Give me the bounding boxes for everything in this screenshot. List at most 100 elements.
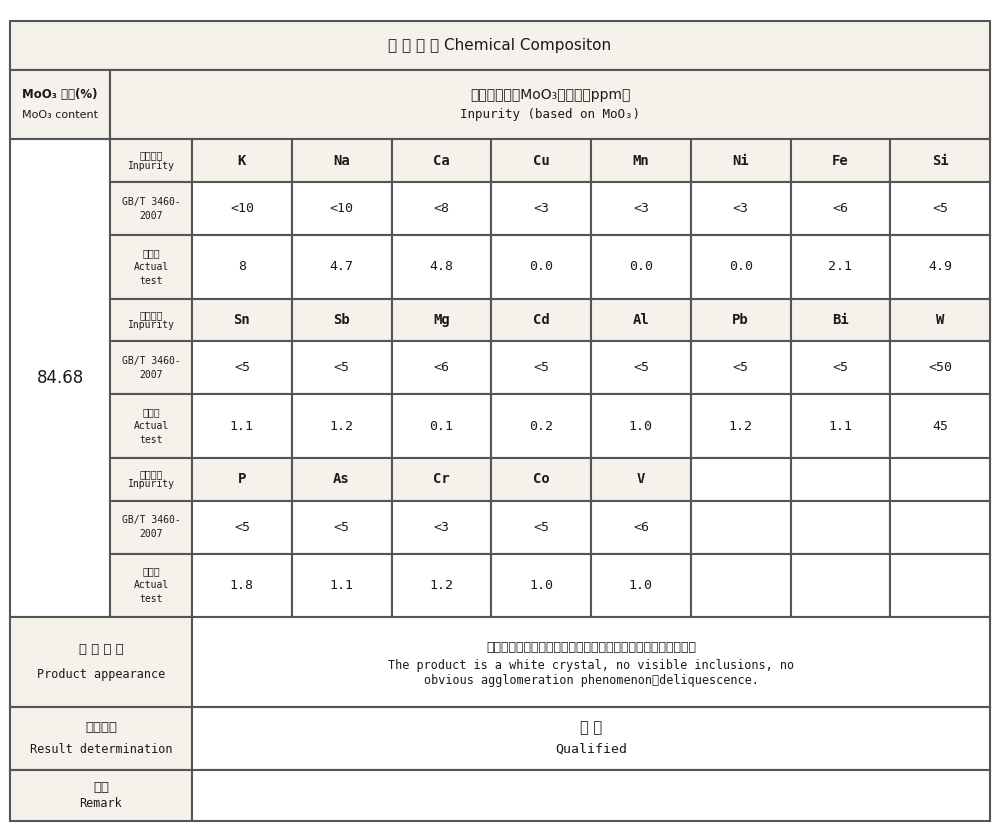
- Bar: [292, 139, 392, 182]
- Text: <5: <5: [234, 521, 250, 534]
- Text: 1.0: 1.0: [629, 420, 653, 433]
- Bar: [890, 235, 990, 299]
- Bar: [591, 235, 691, 299]
- Bar: [790, 341, 890, 394]
- Text: <3: <3: [533, 202, 549, 216]
- Bar: [591, 554, 691, 617]
- Bar: [292, 182, 392, 235]
- Text: Bi: Bi: [832, 313, 849, 327]
- Text: <10: <10: [230, 202, 254, 216]
- Bar: [392, 394, 491, 458]
- Bar: [392, 182, 491, 235]
- Text: 45: 45: [932, 420, 948, 433]
- Text: Inpurity: Inpurity: [128, 161, 175, 171]
- Bar: [790, 394, 890, 458]
- Bar: [292, 554, 392, 617]
- Bar: [110, 458, 192, 501]
- Bar: [192, 554, 292, 617]
- Text: 4.9: 4.9: [928, 260, 952, 274]
- Text: 实测值: 实测值: [142, 566, 160, 576]
- Bar: [192, 501, 292, 554]
- Text: 1.2: 1.2: [330, 420, 354, 433]
- Bar: [491, 139, 591, 182]
- Text: 1.0: 1.0: [629, 579, 653, 591]
- Bar: [10, 706, 192, 770]
- Bar: [890, 458, 990, 501]
- Bar: [110, 235, 192, 299]
- Bar: [890, 182, 990, 235]
- Text: Result determination: Result determination: [30, 743, 172, 756]
- Bar: [192, 617, 990, 706]
- Text: Mn: Mn: [633, 154, 649, 168]
- Text: <5: <5: [334, 521, 350, 534]
- Text: 1.2: 1.2: [729, 420, 753, 433]
- Text: K: K: [238, 154, 246, 168]
- Text: Inpurity: Inpurity: [128, 479, 175, 489]
- Text: <6: <6: [832, 202, 848, 216]
- Bar: [790, 501, 890, 554]
- Bar: [192, 235, 292, 299]
- Text: 0.0: 0.0: [729, 260, 753, 274]
- Text: 1.1: 1.1: [828, 420, 852, 433]
- Bar: [890, 554, 990, 617]
- Bar: [110, 394, 192, 458]
- Text: Cu: Cu: [533, 154, 550, 168]
- Bar: [890, 299, 990, 341]
- Text: W: W: [936, 313, 944, 327]
- Text: Actual: Actual: [133, 262, 169, 272]
- Text: <5: <5: [633, 362, 649, 374]
- Text: 0.2: 0.2: [529, 420, 553, 433]
- Text: <3: <3: [433, 521, 449, 534]
- Bar: [192, 341, 292, 394]
- Text: test: test: [139, 435, 163, 445]
- Text: Inpurity (based on MoO₃): Inpurity (based on MoO₃): [460, 108, 640, 121]
- Bar: [192, 458, 292, 501]
- Text: <5: <5: [334, 362, 350, 374]
- Text: Mg: Mg: [433, 313, 450, 327]
- Text: <5: <5: [932, 202, 948, 216]
- Text: GB/T 3460-: GB/T 3460-: [122, 515, 180, 525]
- Bar: [691, 235, 791, 299]
- Text: 结果判定: 结果判定: [85, 721, 117, 734]
- Text: Inpurity: Inpurity: [128, 320, 175, 330]
- Bar: [491, 182, 591, 235]
- Bar: [491, 235, 591, 299]
- Bar: [491, 501, 591, 554]
- Bar: [392, 299, 491, 341]
- Text: 化 学 成 份 Chemical Compositon: 化 学 成 份 Chemical Compositon: [388, 38, 612, 53]
- Bar: [392, 235, 491, 299]
- Bar: [192, 770, 990, 821]
- Bar: [292, 299, 392, 341]
- Bar: [790, 139, 890, 182]
- Text: 1.8: 1.8: [230, 579, 254, 591]
- Text: 1.1: 1.1: [230, 420, 254, 433]
- Text: <8: <8: [433, 202, 449, 216]
- Text: Sb: Sb: [333, 313, 350, 327]
- Text: 4.8: 4.8: [429, 260, 453, 274]
- Bar: [110, 341, 192, 394]
- Text: 杂质元素: 杂质元素: [139, 310, 163, 320]
- Bar: [591, 501, 691, 554]
- Bar: [491, 299, 591, 341]
- Bar: [392, 341, 491, 394]
- Text: Qualified: Qualified: [555, 743, 627, 756]
- Bar: [691, 182, 791, 235]
- Bar: [491, 394, 591, 458]
- Bar: [192, 182, 292, 235]
- Text: Remark: Remark: [80, 797, 122, 810]
- Text: Ni: Ni: [732, 154, 749, 168]
- Bar: [292, 501, 392, 554]
- Bar: [591, 394, 691, 458]
- Text: 实测值: 实测值: [142, 407, 160, 417]
- Text: 1.0: 1.0: [529, 579, 553, 591]
- Text: GB/T 3460-: GB/T 3460-: [122, 197, 180, 207]
- Text: Pb: Pb: [732, 313, 749, 327]
- Bar: [110, 501, 192, 554]
- Bar: [890, 501, 990, 554]
- Text: Co: Co: [533, 472, 550, 486]
- Bar: [392, 501, 491, 554]
- Text: As: As: [333, 472, 350, 486]
- Text: P: P: [238, 472, 246, 486]
- Bar: [110, 139, 192, 182]
- Bar: [790, 235, 890, 299]
